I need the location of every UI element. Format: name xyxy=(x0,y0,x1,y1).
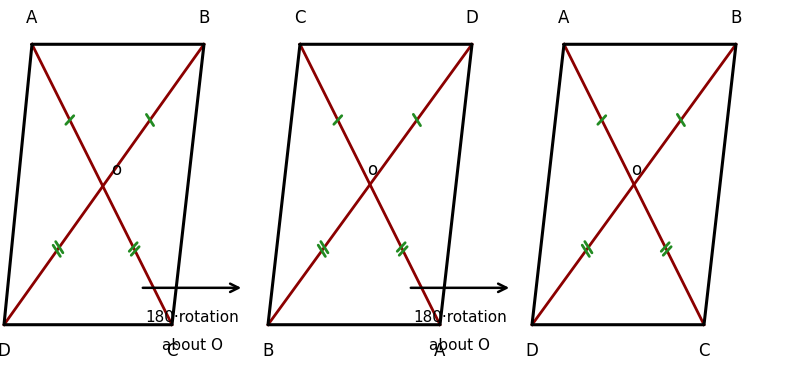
Text: B: B xyxy=(262,342,274,359)
Text: C: C xyxy=(166,342,178,359)
Text: C: C xyxy=(294,10,306,27)
Text: o: o xyxy=(367,161,377,179)
Text: D: D xyxy=(526,342,538,359)
Text: A: A xyxy=(434,342,446,359)
Text: o: o xyxy=(111,161,121,179)
Text: B: B xyxy=(730,10,742,27)
Text: B: B xyxy=(198,10,210,27)
Text: 180·rotation: 180·rotation xyxy=(145,310,239,325)
Text: D: D xyxy=(466,10,478,27)
Text: C: C xyxy=(698,342,710,359)
Text: about O: about O xyxy=(162,338,222,352)
Text: 180·rotation: 180·rotation xyxy=(413,310,507,325)
Text: A: A xyxy=(558,10,570,27)
Text: D: D xyxy=(0,342,10,359)
Text: o: o xyxy=(631,161,641,179)
Text: A: A xyxy=(26,10,38,27)
Text: about O: about O xyxy=(430,338,490,352)
